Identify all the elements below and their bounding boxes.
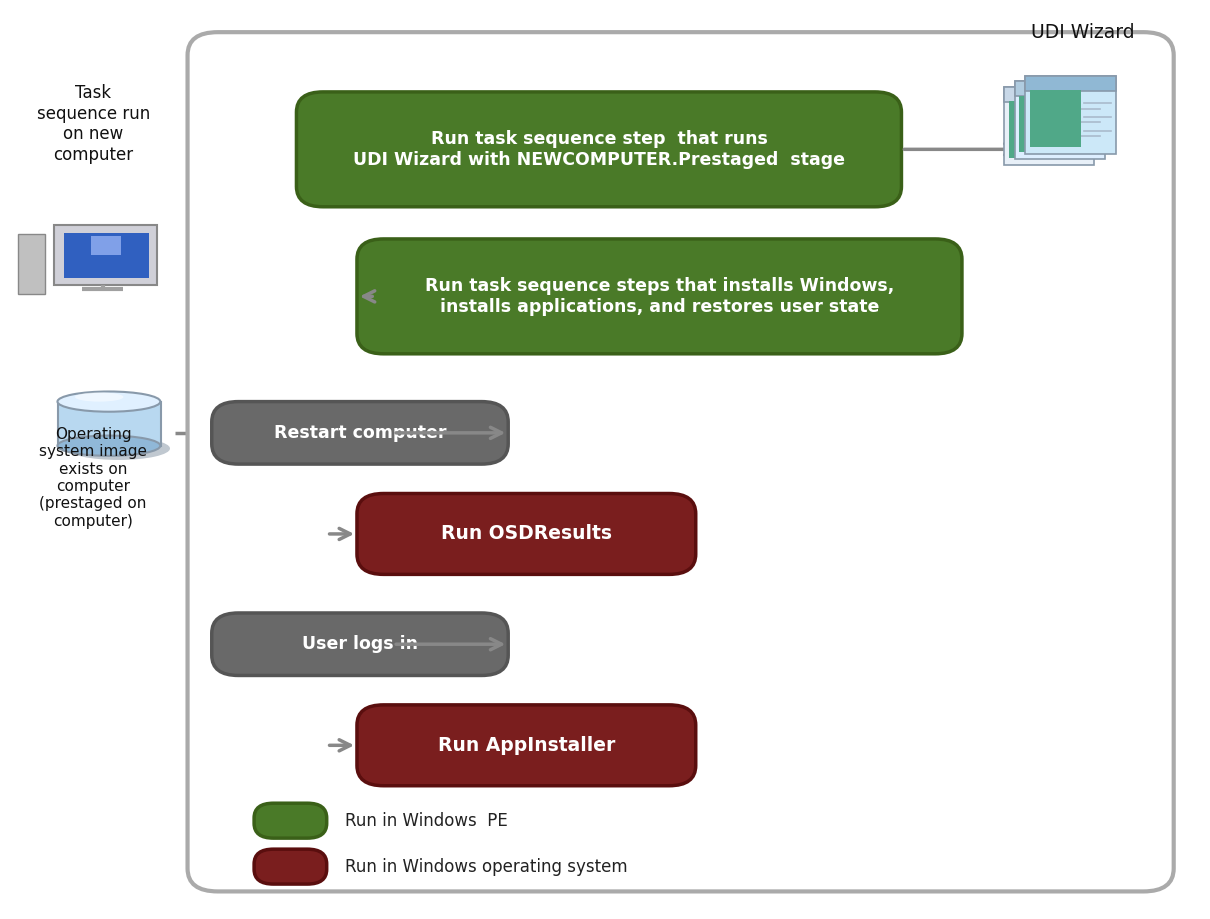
FancyBboxPatch shape: [188, 32, 1174, 891]
Text: Run in Windows  PE: Run in Windows PE: [345, 811, 508, 830]
Text: Run in Windows operating system: Run in Windows operating system: [345, 857, 628, 876]
FancyBboxPatch shape: [64, 233, 149, 278]
Ellipse shape: [68, 437, 169, 460]
FancyBboxPatch shape: [1008, 101, 1060, 157]
Text: Run OSDResults: Run OSDResults: [440, 525, 612, 543]
FancyBboxPatch shape: [212, 402, 508, 464]
FancyBboxPatch shape: [18, 234, 45, 294]
Text: Run task sequence steps that installs Windows,
installs applications, and restor: Run task sequence steps that installs Wi…: [425, 277, 894, 316]
Text: UDI Wizard: UDI Wizard: [1031, 23, 1135, 41]
Ellipse shape: [57, 391, 160, 412]
FancyBboxPatch shape: [91, 236, 121, 255]
FancyBboxPatch shape: [1026, 76, 1116, 91]
Text: Run task sequence step  that runs
UDI Wizard with NEWCOMPUTER.Prestaged  stage: Run task sequence step that runs UDI Wiz…: [353, 130, 845, 169]
FancyBboxPatch shape: [254, 849, 327, 884]
Ellipse shape: [75, 392, 123, 402]
Ellipse shape: [57, 436, 160, 456]
FancyBboxPatch shape: [1014, 82, 1106, 160]
FancyBboxPatch shape: [296, 92, 901, 207]
Text: Task
sequence run
on new
computer: Task sequence run on new computer: [36, 84, 150, 165]
FancyBboxPatch shape: [212, 613, 508, 675]
Text: User logs in: User logs in: [302, 635, 417, 653]
FancyBboxPatch shape: [357, 705, 696, 786]
Text: Run AppInstaller: Run AppInstaller: [438, 736, 615, 754]
FancyBboxPatch shape: [54, 225, 157, 285]
FancyBboxPatch shape: [1014, 82, 1106, 96]
FancyBboxPatch shape: [254, 803, 327, 838]
FancyBboxPatch shape: [1019, 96, 1071, 152]
FancyBboxPatch shape: [1004, 87, 1094, 102]
FancyBboxPatch shape: [357, 494, 696, 574]
Text: Operating
system image
exists on
computer
(prestaged on
computer): Operating system image exists on compute…: [39, 427, 148, 528]
Text: Restart computer: Restart computer: [273, 424, 446, 442]
FancyBboxPatch shape: [357, 239, 962, 354]
FancyBboxPatch shape: [1026, 76, 1116, 153]
FancyBboxPatch shape: [58, 402, 161, 446]
FancyBboxPatch shape: [1031, 90, 1082, 146]
FancyBboxPatch shape: [1004, 87, 1094, 165]
